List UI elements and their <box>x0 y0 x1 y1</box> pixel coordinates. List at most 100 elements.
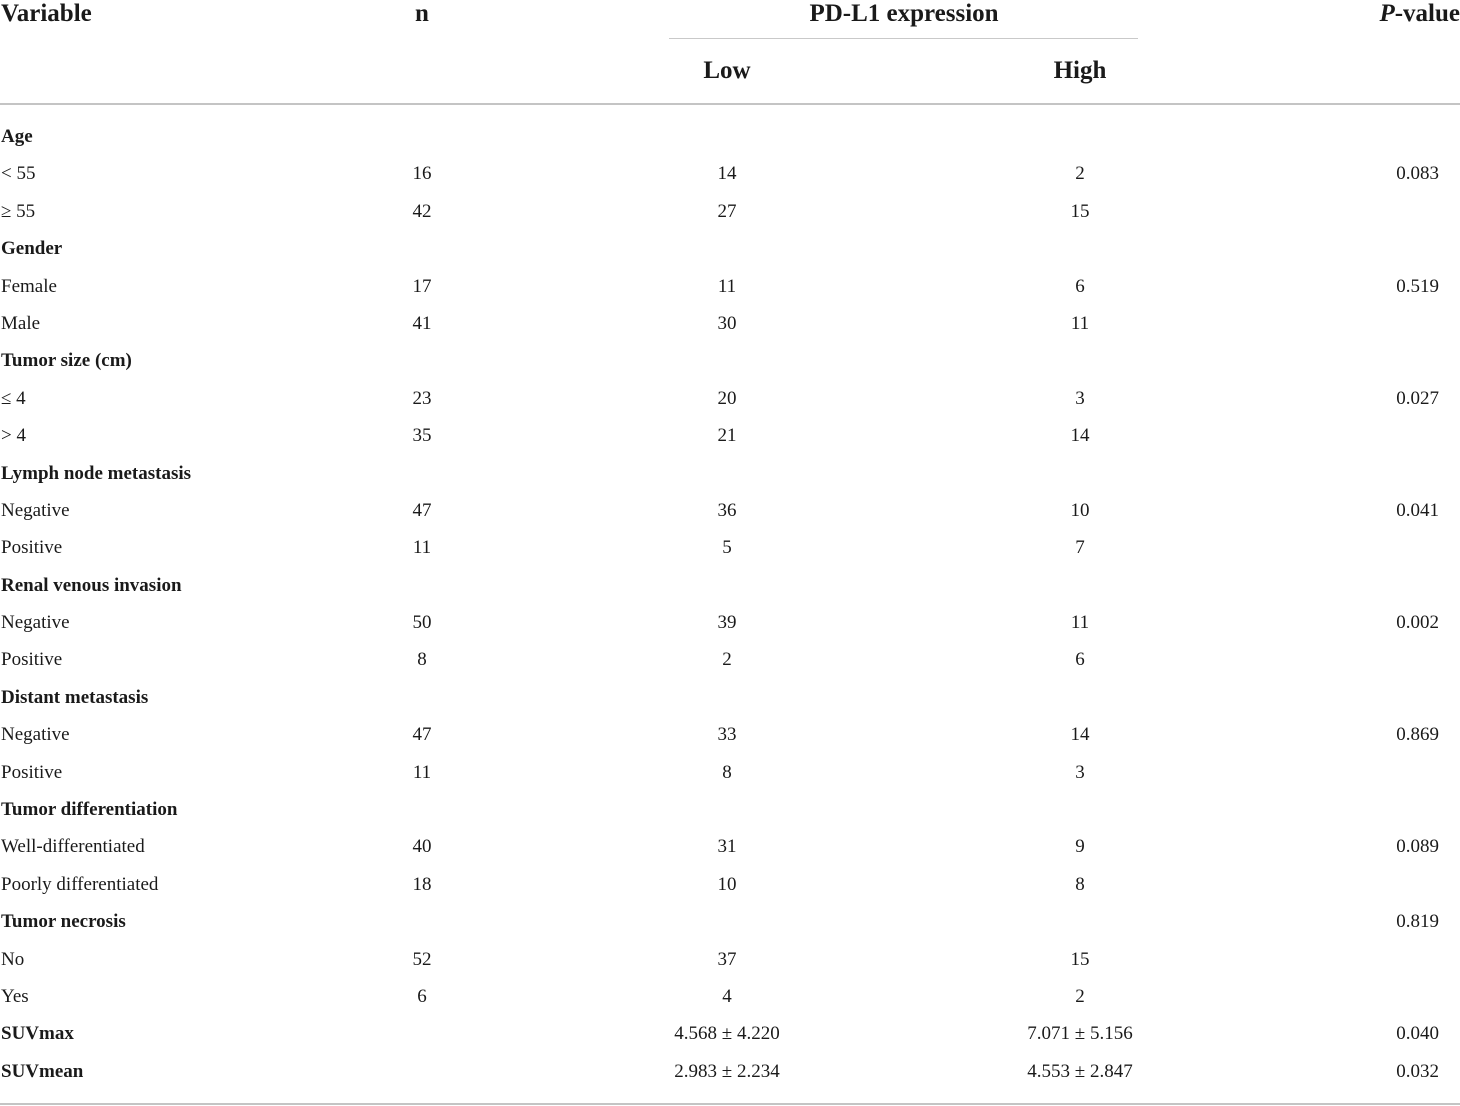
cell-low: 39 <box>717 612 737 634</box>
cell-p-value: 0.032 <box>1396 1060 1439 1082</box>
section-row: Renal venous invasion <box>0 567 1460 604</box>
cell-n: 17 <box>412 275 432 297</box>
table-row: < 55 16 14 2 0.083 <box>0 155 1460 192</box>
cell-high: 4.553 ± 2.847 <box>1027 1060 1133 1082</box>
cell-n: 42 <box>412 200 432 222</box>
cell-n: 11 <box>412 761 432 783</box>
header-n: n <box>415 0 429 27</box>
bottom-rule <box>0 1103 1460 1105</box>
cell-high: 2 <box>1075 985 1085 1007</box>
cell-p-value: 0.041 <box>1396 499 1439 521</box>
cell-low: 14 <box>717 163 737 185</box>
cell-high: 15 <box>1070 948 1090 970</box>
cell-n: 52 <box>412 948 432 970</box>
cell-variable: Distant metastasis <box>1 686 149 708</box>
header-divider <box>0 103 1460 105</box>
cell-low: 36 <box>717 499 737 521</box>
cell-p-value: 0.089 <box>1396 836 1439 858</box>
cell-n: 47 <box>412 724 432 746</box>
cell-variable: < 55 <box>1 163 36 185</box>
cell-high: 14 <box>1070 425 1090 447</box>
section-row: Distant metastasis <box>0 679 1460 716</box>
table-row: Negative 47 33 14 0.869 <box>0 716 1460 753</box>
cell-low: 21 <box>717 425 737 447</box>
cell-variable: SUVmax <box>1 1023 74 1045</box>
table-row: Well-differentiated 40 31 9 0.089 <box>0 828 1460 865</box>
cell-p-value: 0.819 <box>1396 911 1439 933</box>
header-pdl1-expression: PD-L1 expression <box>809 0 999 27</box>
table-row: ≥ 55 42 27 15 <box>0 193 1460 230</box>
cell-variable: Negative <box>1 612 70 634</box>
cell-p-value: 0.519 <box>1396 275 1439 297</box>
cell-variable: Negative <box>1 499 70 521</box>
section-row: Tumor differentiation <box>0 791 1460 828</box>
cell-variable: Poorly differentiated <box>1 873 159 895</box>
cell-high: 2 <box>1075 163 1085 185</box>
cell-n: 40 <box>412 836 432 858</box>
cell-variable: Well-differentiated <box>1 836 145 858</box>
cell-n: 18 <box>412 873 432 895</box>
header-p-value: P-value <box>1379 0 1460 28</box>
cell-variable: Male <box>1 312 41 334</box>
cell-n: 23 <box>412 387 432 409</box>
cell-high: 7 <box>1075 537 1085 559</box>
section-row: Gender <box>0 230 1460 267</box>
cell-high: 9 <box>1075 836 1085 858</box>
cell-n: 8 <box>417 649 427 671</box>
cell-p-value: 0.869 <box>1396 724 1439 746</box>
table-row: Positive 11 8 3 <box>0 754 1460 791</box>
cell-low: 10 <box>717 873 737 895</box>
table-row: ≤ 4 23 20 3 0.027 <box>0 380 1460 417</box>
cell-variable: No <box>1 948 25 970</box>
cell-n: 11 <box>412 537 432 559</box>
cell-variable: Age <box>1 126 33 147</box>
table-row: Positive 8 2 6 <box>0 641 1460 678</box>
table-row: Yes 6 4 2 <box>0 978 1460 1015</box>
cell-n: 41 <box>412 312 432 334</box>
cell-p-value: 0.002 <box>1396 612 1439 634</box>
stat-row: SUVmax 4.568 ± 4.220 7.071 ± 5.156 0.040 <box>0 1015 1460 1052</box>
cell-variable: Tumor size (cm) <box>1 350 132 372</box>
table-row: Male 41 30 11 <box>0 305 1460 342</box>
table-body: Age < 55 16 14 2 0.083 ≥ 55 42 27 15 Gender Female 1… <box>0 118 1460 1090</box>
section-row: Tumor size (cm) <box>0 342 1460 379</box>
cell-variable: SUVmean <box>1 1060 84 1082</box>
cell-low: 20 <box>717 387 737 409</box>
cell-variable: Tumor differentiation <box>1 799 178 821</box>
section-row: Age <box>0 118 1460 155</box>
cell-low: 30 <box>717 312 737 334</box>
group-underline <box>669 38 1138 39</box>
cell-p-value: 0.027 <box>1396 387 1439 409</box>
cell-low: 8 <box>722 761 732 783</box>
cell-p-value: 0.083 <box>1396 163 1439 185</box>
cell-variable: Tumor necrosis <box>1 911 126 933</box>
header-p-suffix: -value <box>1394 0 1460 27</box>
header-p-italic: P <box>1379 0 1395 27</box>
cell-low: 11 <box>717 275 737 297</box>
cell-n: 6 <box>417 985 427 1007</box>
cell-variable: Renal venous invasion <box>1 574 182 596</box>
header-high: High <box>1053 57 1107 84</box>
header-variable: Variable <box>1 0 92 27</box>
cell-high: 10 <box>1070 499 1090 521</box>
cell-variable: Gender <box>1 238 63 260</box>
table-row: Poorly differentiated 18 10 8 <box>0 866 1460 903</box>
cell-high: 14 <box>1070 724 1090 746</box>
cell-high: 15 <box>1070 200 1090 222</box>
cell-variable: Negative <box>1 724 70 746</box>
cell-high: 3 <box>1075 387 1085 409</box>
table-row: No 52 37 15 <box>0 941 1460 978</box>
cell-low: 2.983 ± 2.234 <box>674 1060 780 1082</box>
cell-variable: > 4 <box>1 425 26 447</box>
cell-high: 6 <box>1075 275 1085 297</box>
table-row: > 4 35 21 14 <box>0 417 1460 454</box>
cell-low: 31 <box>717 836 737 858</box>
cell-variable: Yes <box>1 985 29 1007</box>
table-row: Female 17 11 6 0.519 <box>0 268 1460 305</box>
table-row: Negative 50 39 11 0.002 <box>0 604 1460 641</box>
cell-low: 27 <box>717 200 737 222</box>
cell-high: 11 <box>1070 312 1090 334</box>
cell-p-value: 0.040 <box>1396 1023 1439 1045</box>
cell-high: 6 <box>1075 649 1085 671</box>
cell-high: 3 <box>1075 761 1085 783</box>
